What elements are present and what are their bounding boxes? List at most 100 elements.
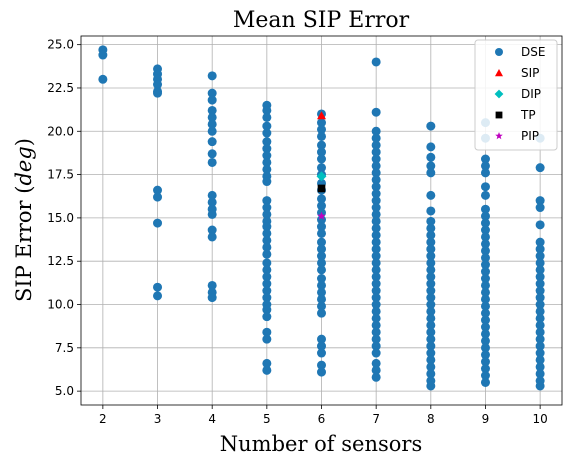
dse-point xyxy=(207,126,217,136)
dse-point xyxy=(317,125,326,135)
dse-point xyxy=(371,126,381,136)
legend-label-sip: SIP xyxy=(521,66,539,80)
dse-point xyxy=(371,154,381,164)
dse-point xyxy=(207,280,217,290)
dse-point xyxy=(262,305,272,315)
dse-point xyxy=(535,320,545,330)
dse-point xyxy=(371,372,381,382)
legend-marker-tp xyxy=(495,111,503,119)
dse-point xyxy=(371,161,381,171)
dse-point xyxy=(535,348,545,358)
dse-point xyxy=(535,220,545,230)
dse-point xyxy=(262,272,272,282)
dse-point xyxy=(262,209,272,219)
dse-point xyxy=(426,121,436,131)
dse-point xyxy=(535,300,545,310)
dse-point xyxy=(535,163,545,173)
dse-point xyxy=(262,144,272,154)
dse-point xyxy=(317,154,326,164)
legend-label-dip: DIP xyxy=(521,87,541,101)
dse-point xyxy=(371,251,381,261)
dse-point xyxy=(426,279,436,289)
x-tick-label: 5 xyxy=(263,412,271,426)
dse-point xyxy=(207,119,217,129)
dse-point xyxy=(371,182,381,192)
sip-point xyxy=(317,111,326,120)
y-tick-label: 25.0 xyxy=(47,38,74,52)
dse-point xyxy=(480,371,490,381)
dse-point xyxy=(535,237,545,247)
dse-point xyxy=(262,151,272,161)
dse-point xyxy=(535,244,545,254)
dse-point xyxy=(262,177,272,187)
x-tick-label: 10 xyxy=(532,412,547,426)
dse-point xyxy=(207,95,217,105)
dse-point xyxy=(480,322,490,332)
dse-point xyxy=(480,218,490,228)
dse-point xyxy=(262,157,272,167)
dse-point xyxy=(426,341,436,351)
x-tick-label: 6 xyxy=(318,412,326,426)
dse-point xyxy=(426,369,436,379)
legend-marker-dse xyxy=(495,48,503,56)
y-tick-label: 5.0 xyxy=(55,384,74,398)
dse-point xyxy=(207,105,217,115)
dse-point xyxy=(480,350,490,360)
dse-point xyxy=(262,265,272,275)
dse-point xyxy=(480,315,490,325)
dse-point xyxy=(480,182,490,192)
dse-point xyxy=(262,327,272,337)
y-tick-label: 15.0 xyxy=(47,211,74,225)
y-axis-label: SIP Error (deg) xyxy=(12,138,36,302)
dse-point xyxy=(426,313,436,323)
dse-point xyxy=(480,204,490,214)
x-axis-ticks: 2 3 4 5 6 7 8 9 10 xyxy=(99,405,548,426)
dse-point xyxy=(317,301,326,311)
dse-point xyxy=(98,50,108,60)
dse-point xyxy=(207,225,217,235)
legend-marker-dip xyxy=(494,89,504,99)
dse-point xyxy=(207,137,217,147)
dse-point xyxy=(535,286,545,296)
dse-point xyxy=(426,258,436,268)
x-tick-label: 8 xyxy=(427,412,435,426)
dse-point xyxy=(371,293,381,303)
dse-point xyxy=(262,222,272,232)
dse-point xyxy=(535,203,545,213)
dse-point xyxy=(535,369,545,379)
dse-point xyxy=(480,253,490,263)
dse-point xyxy=(371,168,381,178)
dse-point xyxy=(480,287,490,297)
dse-point xyxy=(535,313,545,323)
y-axis-label-end: ) xyxy=(12,138,36,146)
dse-point xyxy=(371,358,381,368)
dse-point xyxy=(207,190,217,200)
dse-point xyxy=(480,301,490,311)
dse-point xyxy=(426,244,436,254)
dse-point xyxy=(371,223,381,233)
chart-title: Mean SIP Error xyxy=(233,8,410,33)
dse-point xyxy=(207,88,217,98)
data-points xyxy=(98,45,545,391)
dse-point xyxy=(317,274,326,284)
dse-point xyxy=(480,267,490,277)
y-tick-label: 22.5 xyxy=(47,81,74,95)
dse-point xyxy=(207,293,217,303)
dse-point xyxy=(153,291,163,301)
dse-point xyxy=(535,381,545,391)
dse-point xyxy=(371,348,381,358)
x-tick-label: 3 xyxy=(154,412,162,426)
dse-point xyxy=(153,218,163,228)
dse-point xyxy=(262,137,272,147)
y-tick-label: 20.0 xyxy=(47,124,74,138)
dse-point xyxy=(153,80,163,90)
dse-point xyxy=(480,308,490,318)
dse-point xyxy=(535,355,545,365)
dse-point xyxy=(426,320,436,330)
dse-point xyxy=(371,196,381,206)
dse-point xyxy=(262,242,272,252)
dse-point xyxy=(317,360,326,370)
dse-point xyxy=(535,341,545,351)
dse-point xyxy=(371,209,381,219)
dse-point xyxy=(480,246,490,256)
